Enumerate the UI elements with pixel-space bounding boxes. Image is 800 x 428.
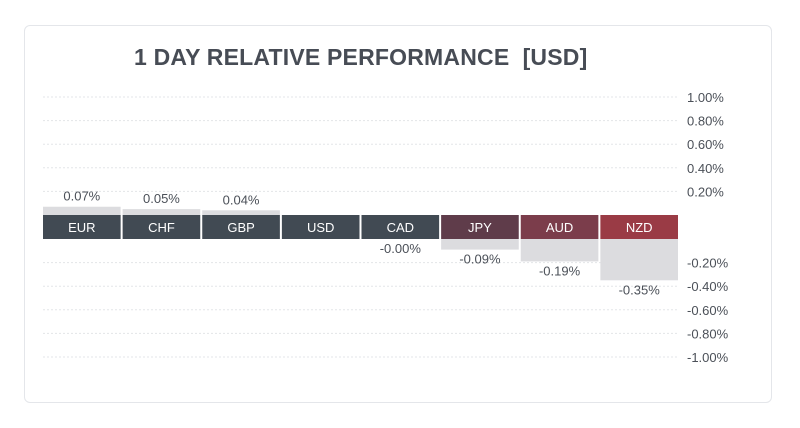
category-box (441, 215, 519, 239)
category-label: JPY (468, 220, 492, 235)
category-label: NZD (626, 220, 653, 235)
category-box (520, 215, 599, 239)
y-tick-label: -0.60% (687, 303, 729, 318)
y-tick-label: -0.20% (687, 256, 729, 271)
data-label: -0.35% (619, 282, 661, 297)
data-label: -0.09% (459, 252, 501, 267)
y-tick-label: 0.80% (687, 114, 724, 129)
y-tick-label: 0.60% (687, 137, 724, 152)
data-label: -0.19% (539, 263, 581, 278)
bar (600, 239, 678, 281)
category-box (43, 215, 121, 239)
y-tick-label: 0.40% (687, 161, 724, 176)
category-label: USD (307, 220, 334, 235)
category-label: CAD (387, 220, 414, 235)
y-tick-label: -1.00% (687, 350, 729, 365)
category-box (202, 215, 280, 239)
category-box (281, 215, 360, 239)
bar (43, 206, 121, 215)
y-tick-label: -0.80% (687, 326, 729, 341)
category-box (600, 215, 678, 239)
chart-title: 1 DAY RELATIVE PERFORMANCE [USD] (134, 44, 588, 70)
category-box (122, 215, 201, 239)
category-label: EUR (68, 220, 95, 235)
category-label: AUD (546, 220, 573, 235)
data-label: 0.05% (143, 191, 180, 206)
category-box (361, 215, 440, 239)
bar (520, 239, 599, 262)
bar (441, 239, 519, 250)
category-label: GBP (227, 220, 254, 235)
bar (122, 209, 201, 215)
y-tick-label: -0.40% (687, 279, 729, 294)
y-tick-label: 0.20% (687, 184, 724, 199)
category-label: CHF (148, 220, 175, 235)
data-label: 0.07% (63, 189, 100, 204)
bar (202, 210, 280, 215)
data-label: 0.04% (223, 192, 260, 207)
data-label: -0.00% (380, 241, 422, 256)
y-tick-label: 1.00% (687, 90, 724, 105)
